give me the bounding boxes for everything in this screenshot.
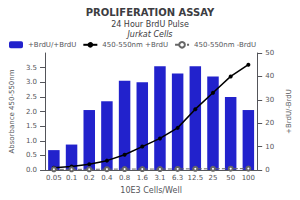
svg-text:30: 30	[265, 96, 274, 104]
svg-text:25: 25	[209, 174, 218, 182]
svg-text:24 Hour BrdU Pulse: 24 Hour BrdU Pulse	[111, 20, 189, 29]
svg-text:12.5: 12.5	[188, 174, 204, 182]
svg-text:40: 40	[265, 72, 274, 80]
svg-text:50: 50	[265, 49, 274, 57]
svg-text:10E3 Cells/Well: 10E3 Cells/Well	[120, 186, 182, 195]
svg-text:3.1: 3.1	[154, 174, 165, 182]
svg-text:1.0: 1.0	[26, 137, 37, 145]
svg-text:2.5: 2.5	[26, 93, 37, 101]
svg-text:PROLIFERATION ASSAY: PROLIFERATION ASSAY	[86, 7, 215, 18]
svg-text:450-550nm -BrdU: 450-550nm -BrdU	[194, 41, 256, 49]
svg-text:50: 50	[226, 174, 235, 182]
svg-text:Absorbance 450-550nm: Absorbance 450-550nm	[8, 69, 16, 153]
svg-text:1.6: 1.6	[137, 174, 149, 182]
svg-text:0.1: 0.1	[66, 174, 77, 182]
svg-text:3.5: 3.5	[26, 64, 37, 72]
svg-text:0.2: 0.2	[84, 174, 95, 182]
svg-text:6.3: 6.3	[172, 174, 183, 182]
svg-text:0.0: 0.0	[26, 166, 37, 174]
svg-text:450-550nm +BrdU: 450-550nm +BrdU	[102, 41, 168, 49]
svg-text:0.8: 0.8	[119, 174, 130, 182]
svg-text:+BrdU/+BrdU: +BrdU/+BrdU	[28, 41, 76, 49]
svg-text:Jurkat Cells: Jurkat Cells	[125, 30, 172, 39]
svg-text:10: 10	[265, 143, 274, 151]
svg-text:100: 100	[242, 174, 255, 182]
svg-text:0: 0	[265, 166, 269, 174]
svg-text:+BrdU/-BrdU: +BrdU/-BrdU	[285, 89, 293, 134]
svg-text:0.4: 0.4	[101, 174, 113, 182]
svg-text:0.5: 0.5	[26, 151, 37, 159]
svg-text:20: 20	[265, 119, 274, 127]
svg-text:3.0: 3.0	[26, 78, 37, 86]
svg-text:1.5: 1.5	[26, 122, 37, 130]
svg-text:0.05: 0.05	[46, 174, 62, 182]
svg-text:2.0: 2.0	[26, 108, 37, 116]
